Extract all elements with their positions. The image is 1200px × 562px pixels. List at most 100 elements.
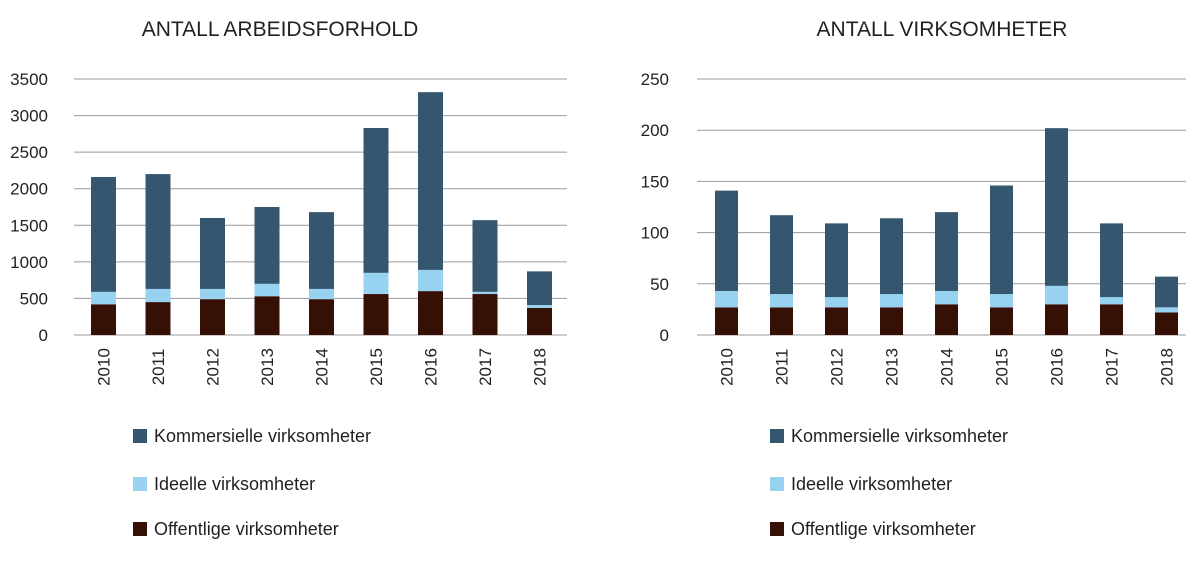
x-tick-label: 2016 [422,348,441,386]
bar-segment [472,294,498,335]
legend-label: Kommersielle virksomheter [154,426,371,446]
bar-segment [880,294,903,308]
bar-segment [418,269,443,292]
bar-segment [527,271,552,306]
chart-1: ANTALL ARBEIDSFORHOLD 0 500 1000 1500 2000 250… [10,18,567,539]
bar-segment [309,212,334,289]
legend-swatch [770,522,784,536]
bar-segment [472,291,498,295]
bar-segment [363,294,389,335]
bar-segment [1155,307,1178,313]
bar-segment [527,307,552,335]
y-tick-label: 200 [641,121,669,140]
y-tick-label: 50 [650,275,669,294]
bar-segment [935,304,958,335]
bar-segment [1045,128,1068,286]
bar-segment [990,185,1013,295]
bar-segment [1045,285,1068,305]
y-tick-label: 250 [641,70,669,89]
x-tick-label: 2011 [773,349,792,386]
bar-segment [770,307,793,335]
legend-swatch [770,477,784,491]
bar-segment [825,297,848,308]
bar-segment [770,215,793,295]
bar-segment [715,307,738,335]
y-tick-label: 0 [39,326,48,345]
legend-swatch [133,429,147,443]
bar-segment [825,307,848,335]
x-tick-label: 2011 [149,349,168,386]
bar-segment [990,294,1013,308]
bar-segment [935,212,958,291]
bar-segment [254,207,280,284]
x-tick-label: 2015 [367,348,386,386]
legend-label: Kommersielle virksomheter [791,426,1008,446]
x-tick-label: 2016 [1048,348,1067,386]
x-tick-label: 2012 [204,348,223,386]
bar-segment [91,177,116,292]
bar-segment [715,290,738,308]
bar-segment [472,220,498,292]
bar-segment [935,290,958,305]
chart-2: ANTALL VIRKSOMHETER 0 50 100 150 200 250 2010 20… [641,18,1186,539]
bar-segment [91,291,116,305]
bar-segment [254,283,280,297]
x-tick-label: 2014 [938,348,957,386]
bar-segment [254,296,280,335]
legend-label: Offentlige virksomheter [791,519,976,539]
bar-segment [527,305,552,308]
y-tick-label: 3000 [10,107,48,126]
x-tick-label: 2013 [883,348,902,386]
y-tick-label: 0 [660,326,669,345]
x-tick-label: 2010 [95,348,114,386]
bar-segment [145,302,171,335]
bar-segment [1100,304,1123,335]
bar-segment [880,307,903,335]
legend-label: Ideelle virksomheter [154,474,315,494]
bar-segment [363,272,389,295]
x-tick-label: 2014 [313,348,332,386]
bar-segment [880,218,903,295]
y-tick-label: 100 [641,224,669,243]
bar-segment [418,291,443,335]
bar-segment [1155,312,1178,335]
x-tick-label: 2017 [476,348,495,386]
x-tick-label: 2018 [1158,348,1177,386]
bar-segment [145,174,171,289]
legend-swatch [770,429,784,443]
y-tick-label: 150 [641,172,669,191]
bar-segment [200,217,225,289]
chart-title: ANTALL ARBEIDSFORHOLD [142,18,419,41]
x-tick-label: 2013 [258,348,277,386]
legend-swatch [133,477,147,491]
bar-segment [145,288,171,303]
y-tick-label: 500 [20,289,48,308]
bar-segment [200,299,225,335]
x-tick-label: 2010 [718,348,737,386]
bar-segment [91,304,116,335]
legend-label: Offentlige virksomheter [154,519,339,539]
x-tick-label: 2018 [531,348,550,386]
bar-segment [770,294,793,308]
bar-segment [418,92,443,270]
bar-segment [990,307,1013,335]
legend-label: Ideelle virksomheter [791,474,952,494]
bar-segment [825,223,848,298]
bar-segment [309,288,334,300]
y-tick-label: 3500 [10,70,48,89]
bar-segment [1155,276,1178,308]
bar-segment [309,299,334,335]
x-tick-label: 2012 [828,348,847,386]
bar-segment [1100,223,1123,298]
y-tick-label: 1000 [10,253,48,272]
y-tick-label: 2000 [10,180,48,199]
bar-segment [715,190,738,291]
bar-segment [1100,297,1123,305]
y-tick-label: 1500 [10,216,48,235]
bar-segment [200,288,225,300]
x-tick-label: 2017 [1103,348,1122,386]
chart-title: ANTALL VIRKSOMHETER [817,18,1068,41]
bar-segment [1045,304,1068,335]
